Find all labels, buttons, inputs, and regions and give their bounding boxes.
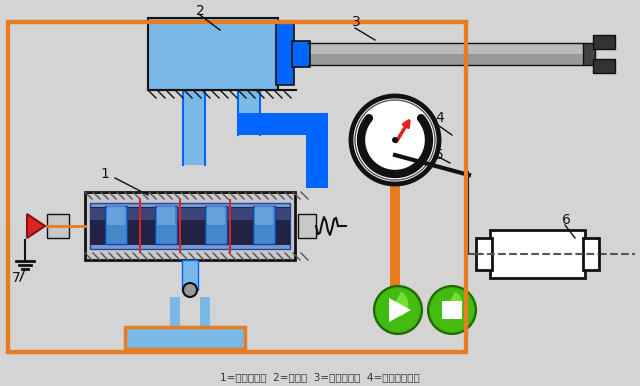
Bar bbox=[157, 206, 175, 225]
Bar bbox=[8, 22, 466, 352]
Bar bbox=[442, 301, 462, 319]
Wedge shape bbox=[448, 291, 462, 317]
Bar bbox=[308, 43, 583, 54]
Bar bbox=[90, 208, 290, 220]
Bar bbox=[183, 90, 205, 165]
Bar bbox=[170, 297, 180, 327]
Bar bbox=[90, 207, 290, 245]
Text: 1=电液伺服阀  2=液压缸  3=机械手手臂  4=步给步冬机构: 1=电液伺服阀 2=液压缸 3=机械手手臂 4=步给步冬机构 bbox=[220, 372, 420, 382]
Text: 5: 5 bbox=[435, 148, 444, 162]
Bar bbox=[90, 203, 290, 249]
Bar bbox=[593, 35, 615, 49]
Circle shape bbox=[376, 288, 420, 332]
Bar bbox=[85, 192, 295, 260]
Bar bbox=[292, 41, 310, 67]
Bar bbox=[182, 260, 198, 290]
Circle shape bbox=[428, 286, 476, 334]
Text: 3: 3 bbox=[352, 15, 361, 29]
Bar bbox=[255, 206, 273, 225]
Bar bbox=[238, 113, 308, 135]
Bar bbox=[476, 238, 492, 270]
Bar bbox=[583, 238, 599, 270]
Text: 1: 1 bbox=[100, 167, 109, 181]
Polygon shape bbox=[27, 214, 45, 238]
Circle shape bbox=[374, 286, 422, 334]
Bar bbox=[205, 206, 227, 244]
Polygon shape bbox=[389, 298, 411, 322]
Bar bbox=[148, 18, 278, 90]
Bar bbox=[298, 214, 316, 238]
Circle shape bbox=[183, 283, 197, 297]
Bar bbox=[253, 206, 275, 244]
Bar bbox=[155, 206, 177, 244]
Bar bbox=[308, 43, 583, 65]
Text: 6: 6 bbox=[562, 213, 571, 227]
Bar bbox=[125, 327, 245, 349]
Text: 7: 7 bbox=[12, 271, 20, 285]
Circle shape bbox=[430, 288, 474, 332]
Bar bbox=[105, 206, 127, 244]
Circle shape bbox=[392, 137, 398, 143]
Bar bbox=[306, 113, 328, 188]
Bar bbox=[583, 43, 595, 65]
Circle shape bbox=[351, 96, 439, 184]
Wedge shape bbox=[394, 291, 408, 317]
Bar bbox=[276, 23, 294, 85]
Text: 2: 2 bbox=[196, 4, 205, 18]
Bar bbox=[47, 214, 69, 238]
Bar bbox=[593, 59, 615, 73]
Text: 4: 4 bbox=[435, 111, 444, 125]
Bar bbox=[200, 297, 210, 327]
Bar bbox=[238, 90, 260, 135]
Bar bbox=[390, 184, 400, 295]
Bar bbox=[207, 206, 225, 225]
Bar bbox=[490, 230, 585, 278]
Circle shape bbox=[355, 100, 435, 180]
Bar bbox=[107, 206, 125, 225]
